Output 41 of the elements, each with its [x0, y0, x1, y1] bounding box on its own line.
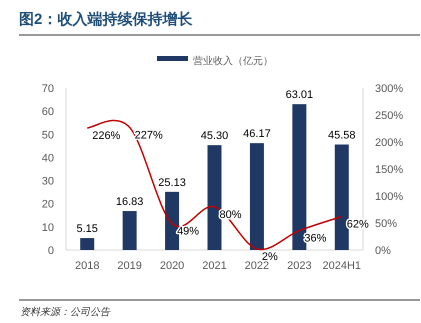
x-tick-label: 2024H1	[322, 260, 362, 272]
y-tick-label: 40	[42, 152, 54, 164]
data-label: 46.17	[243, 128, 271, 140]
y-tick-label: 50	[42, 129, 54, 142]
data-label: 2%	[262, 250, 278, 263]
y2-tick-label: 150%	[375, 164, 404, 176]
bar	[292, 104, 306, 250]
y-tick-label: 20	[42, 198, 54, 211]
y-tick-label: 10	[42, 222, 54, 234]
data-label: 227%	[134, 129, 163, 142]
data-label: 63.01	[286, 89, 314, 102]
legend-label: 营业收入（亿元）	[193, 55, 273, 67]
text: 资料来源：公司公告	[20, 306, 111, 318]
x-tick-label: 2020	[160, 260, 184, 272]
bar	[122, 211, 137, 250]
y-tick-label: 70	[42, 83, 54, 95]
bar	[208, 145, 222, 250]
data-label: 5.15	[76, 223, 98, 236]
chart-title: 图2：收入端持续保持增长	[19, 11, 194, 28]
x-tick-label: 2022	[244, 260, 270, 272]
x-tick-label: 2023	[287, 260, 312, 272]
bar	[334, 144, 349, 250]
y2-tick-label: 300%	[375, 83, 404, 95]
x-tick-label: 2021	[202, 260, 227, 272]
data-label: 226%	[92, 130, 121, 142]
data-label: 25.13	[158, 176, 186, 189]
y-tick-label: 60	[42, 106, 54, 118]
bar	[250, 143, 264, 250]
y-tick-label: 0	[48, 245, 54, 257]
y2-tick-label: 100%	[375, 191, 404, 203]
x-tick-label: 2019	[117, 260, 142, 272]
y2-tick-label: 200%	[375, 137, 404, 149]
y-tick-label: 30	[42, 176, 54, 188]
data-label: 45.30	[200, 130, 228, 142]
bar	[80, 238, 94, 250]
y2-tick-label: 50%	[375, 218, 398, 230]
data-label: 45.58	[328, 130, 356, 142]
data-label: 16.83	[116, 196, 144, 208]
y2-tick-label: 250%	[375, 110, 404, 122]
y2-tick-label: 0%	[375, 245, 392, 257]
x-tick-label: 2018	[74, 260, 100, 272]
